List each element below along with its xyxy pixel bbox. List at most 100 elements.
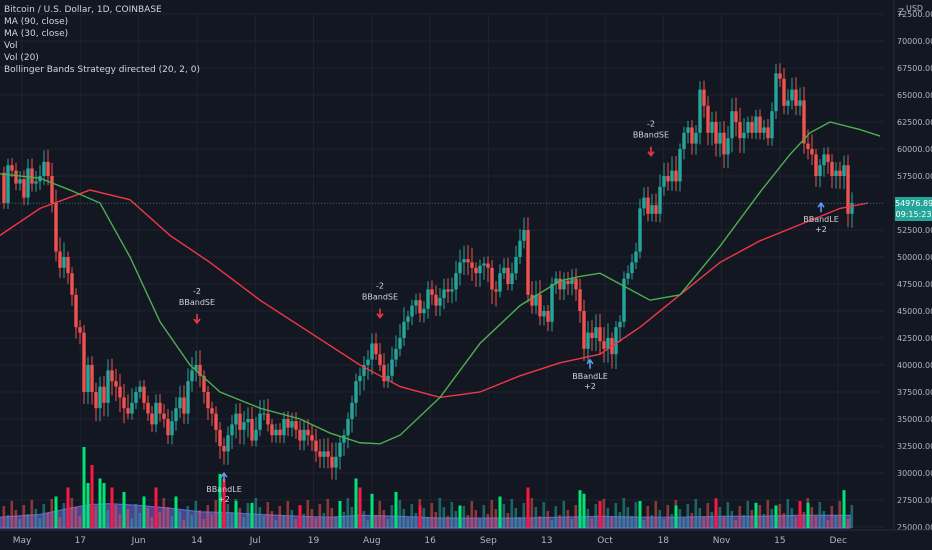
candle-body xyxy=(262,413,266,415)
volume-bar xyxy=(414,513,418,528)
volume-bar xyxy=(254,498,258,528)
candle-body xyxy=(490,267,494,290)
candle-body xyxy=(798,100,802,106)
volume-bar xyxy=(818,502,822,528)
candle-body xyxy=(786,100,790,106)
volume-bar xyxy=(766,500,770,528)
volume-bar xyxy=(94,506,98,528)
candle-body xyxy=(238,413,242,430)
volume-bar xyxy=(634,502,638,528)
x-tick-label: 16 xyxy=(424,536,436,546)
candle-body xyxy=(134,392,138,403)
candle-body xyxy=(666,176,670,182)
volume-bar xyxy=(510,499,514,528)
candle-body xyxy=(34,181,38,184)
volume-bar-spike xyxy=(86,483,90,528)
y-tick-label: 50000.00 xyxy=(897,253,932,262)
candle-body xyxy=(790,89,794,101)
legend-vol20[interactable]: Vol (20) xyxy=(4,53,39,63)
volume-bar xyxy=(782,513,786,528)
volume-bar xyxy=(210,514,214,528)
volume-bar xyxy=(170,516,174,528)
candle-body xyxy=(390,359,394,376)
y-tick-label: 57500.00 xyxy=(897,172,932,181)
buy-arrow-icon xyxy=(586,358,594,369)
volume-bar-spike xyxy=(598,501,602,528)
currency-label[interactable]: USD xyxy=(906,4,924,13)
candle-body xyxy=(618,321,622,328)
y-tick-label: 72500.00 xyxy=(897,10,932,19)
candle-body xyxy=(150,413,154,425)
volume-bar xyxy=(482,505,486,528)
candle-body xyxy=(346,419,350,436)
candle-body xyxy=(370,343,374,360)
y-tick-label: 35000.00 xyxy=(897,415,932,424)
symbol-title[interactable]: Bitcoin / U.S. Dollar, 1D, COINBASE xyxy=(4,5,162,15)
volume-bar xyxy=(734,520,738,528)
volume-bar xyxy=(130,518,134,528)
candle-body xyxy=(46,161,50,176)
volume-bar xyxy=(622,498,626,528)
candle-body xyxy=(598,327,602,342)
candle-body xyxy=(482,263,486,266)
volume-bar xyxy=(190,515,194,528)
time-axis[interactable]: May 17 Jun 14 Jul 19 Aug 16 Sep 13 Oct 18 Nov 15 Dec xyxy=(0,529,932,546)
volume-bar xyxy=(466,515,470,528)
volume-bar xyxy=(262,516,266,528)
candle-body xyxy=(190,370,194,382)
y-tick-label: 47500.00 xyxy=(897,280,932,289)
candle-body xyxy=(222,446,226,452)
candle-body xyxy=(634,251,638,263)
legend-vol[interactable]: Vol xyxy=(4,41,18,51)
legend-bb-strategy[interactable]: Bollinger Bands Strategy directed (20, 2… xyxy=(4,65,200,75)
candle-body xyxy=(202,375,206,392)
volume-pane xyxy=(0,447,854,529)
candle-body xyxy=(86,365,90,392)
volume-bar xyxy=(342,512,346,528)
candle-body xyxy=(678,149,682,182)
volume-bar xyxy=(566,510,570,528)
volume-bar xyxy=(278,506,282,528)
candle-body xyxy=(522,230,526,241)
candle-body xyxy=(250,419,254,441)
candle-body xyxy=(398,338,402,349)
volume-bar xyxy=(706,503,710,528)
candle-body xyxy=(470,262,474,268)
candle-body xyxy=(138,386,142,392)
volume-bar xyxy=(114,505,118,528)
candle-body xyxy=(506,267,510,284)
candle-body xyxy=(166,419,170,436)
volume-bar xyxy=(294,519,298,528)
candle-body xyxy=(546,311,550,322)
candle-body xyxy=(502,267,506,274)
candle-body xyxy=(426,289,430,309)
volume-bar xyxy=(478,519,482,528)
strategy-signals: -2BBandSEBBandLE+2-2BBandSEBBandLE+2-2BB… xyxy=(179,120,839,505)
volume-bar xyxy=(18,519,22,528)
candle-body xyxy=(106,370,110,403)
volume-bar xyxy=(30,500,34,528)
candle-body xyxy=(538,294,542,317)
candle-body xyxy=(334,456,338,468)
volume-bar xyxy=(62,503,66,528)
candle-body xyxy=(846,165,850,214)
candle-body xyxy=(590,332,594,338)
volume-bar xyxy=(270,511,274,528)
volume-bar xyxy=(626,507,630,528)
volume-bar xyxy=(206,505,210,528)
candle-body xyxy=(282,419,286,436)
candle-body xyxy=(322,451,326,457)
legend-ma30[interactable]: MA (30, close) xyxy=(4,29,69,39)
price-axis[interactable]: 72500.00 70000.00 67500.00 65000.00 62500.00… xyxy=(893,0,932,532)
volume-bar xyxy=(326,499,330,528)
volume-bar xyxy=(794,517,798,528)
volume-bar-spike xyxy=(714,499,718,528)
candle-body xyxy=(218,429,222,446)
volume-bar xyxy=(230,513,234,528)
candle-body xyxy=(350,402,354,419)
candle-body xyxy=(494,289,498,292)
candle-body xyxy=(306,429,310,436)
legend-ma90[interactable]: MA (90, close) xyxy=(4,17,69,27)
zoom-icon[interactable]: Z xyxy=(898,8,905,18)
